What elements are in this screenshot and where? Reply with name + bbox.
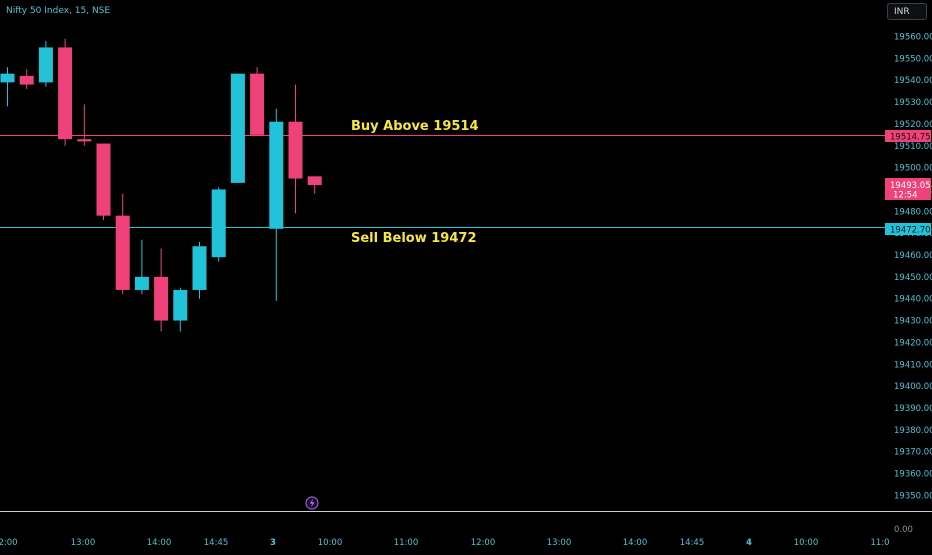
price-tick-label: 19420.00 xyxy=(894,338,932,348)
time-tick-label: 2:00 xyxy=(0,538,18,548)
current-price-label: 19493.05 xyxy=(890,181,931,191)
candle-body xyxy=(250,73,265,135)
candle[interactable] xyxy=(173,287,188,332)
price-tick-label: 19370.00 xyxy=(894,448,932,458)
candle[interactable] xyxy=(134,239,149,295)
buy-price-label: 19514.75 xyxy=(890,133,931,143)
candle-body xyxy=(288,121,303,179)
candle[interactable] xyxy=(77,104,92,146)
price-tick-label: 19550.00 xyxy=(894,54,932,64)
candle-body xyxy=(77,139,92,142)
currency-button[interactable]: INR xyxy=(887,3,927,20)
time-tick-label: 13:00 xyxy=(71,538,96,548)
price-tick-label: 19460.00 xyxy=(894,251,932,261)
candle-body xyxy=(96,143,111,216)
price-tick-label: 19540.00 xyxy=(894,76,932,86)
price-tick-label: 19430.00 xyxy=(894,317,932,327)
candle-body xyxy=(0,73,15,83)
price-tick-label: 19350.00 xyxy=(894,491,932,501)
candle-body xyxy=(211,189,226,258)
level-lines-layer xyxy=(0,135,885,228)
candle-body xyxy=(269,121,284,229)
candle[interactable] xyxy=(96,143,111,221)
buy-annotation[interactable]: Buy Above 19514 xyxy=(351,119,479,134)
candle-body xyxy=(307,176,322,186)
symbol-title[interactable]: Nifty 50 Index, 15, NSE xyxy=(6,6,111,16)
candle[interactable] xyxy=(58,38,73,146)
price-tick-label: 19560.00 xyxy=(894,33,932,43)
candle-body xyxy=(19,75,34,85)
candle[interactable] xyxy=(192,241,207,299)
price-tick-label: 19480.00 xyxy=(894,207,932,217)
candle[interactable] xyxy=(0,67,15,107)
candle-body xyxy=(154,276,169,321)
price-axis[interactable]: 19560.00 19550.00 19540.00 19530.00 19520.00… xyxy=(894,33,932,502)
time-tick-label: 3 xyxy=(270,538,276,548)
price-tick-label: 19520.00 xyxy=(894,120,932,130)
price-tick-label: 19380.00 xyxy=(894,426,932,436)
time-tick-label: 11:0 xyxy=(870,538,889,548)
candle-body xyxy=(115,215,130,290)
volume-axis-label: 0.00 xyxy=(894,525,913,535)
time-tick-label: 10:00 xyxy=(318,538,343,548)
candle-body xyxy=(58,47,73,140)
price-tick-label: 19510.00 xyxy=(894,142,932,152)
candle[interactable] xyxy=(230,73,245,183)
time-axis[interactable]: 2:00 13:00 14:00 14:45 3 10:00 11:00 12:00 13:00… xyxy=(0,538,890,548)
candle-body xyxy=(38,47,53,83)
time-tick-label: 14:00 xyxy=(623,538,648,548)
time-tick-label: 10:00 xyxy=(794,538,819,548)
time-tick-label: 14:45 xyxy=(204,538,229,548)
candle[interactable] xyxy=(38,40,53,87)
candle[interactable] xyxy=(288,84,303,214)
candle[interactable] xyxy=(250,67,265,135)
countdown-label: 12:54 xyxy=(893,191,918,201)
price-tick-label: 19360.00 xyxy=(894,470,932,480)
current-price-tag: 19493.05 12:54 xyxy=(885,178,931,201)
time-tick-label: 14:00 xyxy=(147,538,172,548)
lightning-icon[interactable] xyxy=(305,496,319,510)
candle-body xyxy=(230,73,245,183)
price-tick-label: 19400.00 xyxy=(894,382,932,392)
price-tick-label: 19440.00 xyxy=(894,295,932,305)
candle-body xyxy=(192,246,207,290)
time-tick-label: 14:45 xyxy=(680,538,705,548)
price-tick-label: 19410.00 xyxy=(894,360,932,370)
time-tick-label: 12:00 xyxy=(471,538,496,548)
time-tick-label: 13:00 xyxy=(547,538,572,548)
candle-body xyxy=(134,276,149,290)
candle[interactable] xyxy=(211,187,226,262)
sell-annotation[interactable]: Sell Below 19472 xyxy=(351,231,477,246)
price-tick-label: 19390.00 xyxy=(894,404,932,414)
candle-body xyxy=(173,289,188,321)
candle[interactable] xyxy=(19,69,34,89)
candle[interactable] xyxy=(115,193,130,295)
sell-price-label: 19472.70 xyxy=(890,226,931,236)
time-tick-label: 11:00 xyxy=(394,538,419,548)
sell-price-tag: 19472.70 xyxy=(885,223,931,236)
time-tick-label: 4 xyxy=(746,538,752,548)
price-tick-label: 19500.00 xyxy=(894,164,932,174)
candles-layer xyxy=(0,38,322,332)
candle[interactable] xyxy=(269,108,284,301)
candle[interactable] xyxy=(307,176,322,194)
price-tick-label: 19530.00 xyxy=(894,98,932,108)
buy-price-tag: 19514.75 xyxy=(885,130,931,143)
candle[interactable] xyxy=(154,248,169,332)
price-tick-label: 19450.00 xyxy=(894,273,932,283)
